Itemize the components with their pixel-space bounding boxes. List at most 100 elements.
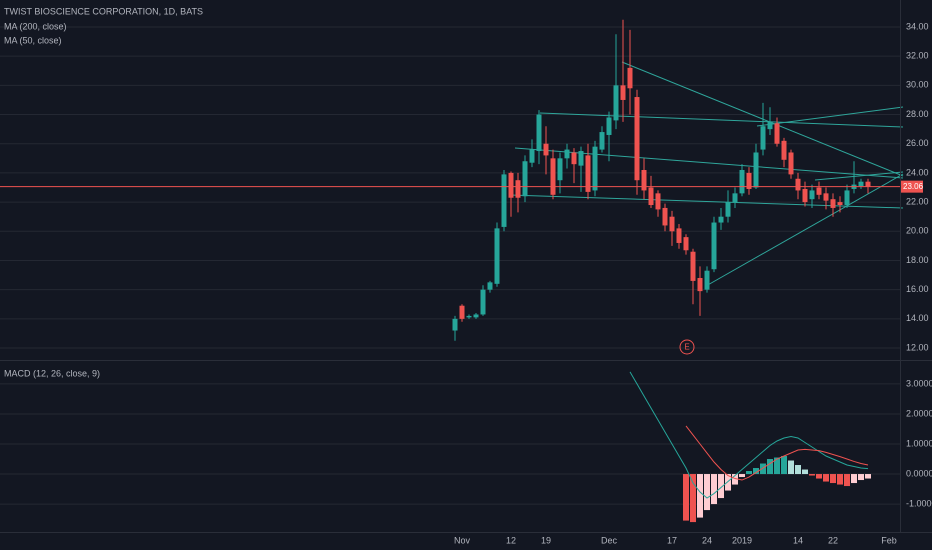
histogram-bar — [858, 474, 864, 481]
histogram-bar — [844, 474, 850, 487]
candle-body — [466, 315, 472, 318]
macd-title: MACD (12, 26, close, 9) — [4, 368, 100, 378]
candle-body — [501, 174, 507, 227]
histogram-bar — [865, 474, 871, 479]
candle-body — [767, 121, 773, 130]
candle-body — [781, 140, 787, 160]
candle-body — [620, 85, 626, 100]
candle-body — [697, 277, 703, 292]
candle-body — [669, 216, 675, 232]
candle-body — [515, 180, 521, 198]
candle-body — [816, 187, 822, 195]
candle-body — [459, 305, 465, 319]
candle-body — [473, 314, 479, 318]
candle-body — [718, 216, 724, 223]
candle-body — [522, 161, 528, 197]
candle-body — [641, 170, 647, 191]
candle-body — [683, 237, 689, 251]
histogram-bar — [802, 469, 808, 475]
macd-line — [685, 425, 869, 481]
candle-body — [543, 143, 549, 156]
candle-body — [704, 270, 710, 290]
histogram-bar — [753, 468, 759, 475]
histogram-bar — [781, 456, 787, 475]
earnings-marker[interactable] — [679, 339, 695, 355]
y-tick-label: 34.00 — [906, 21, 929, 31]
x-tick-label: 17 — [667, 535, 677, 545]
candle-body — [592, 146, 598, 191]
macd-line — [629, 371, 869, 499]
histogram-bar — [837, 474, 843, 485]
trend-line — [814, 171, 904, 181]
candle-body — [606, 117, 612, 135]
candle-body — [760, 126, 766, 150]
candle-body — [774, 123, 780, 144]
candle-body — [648, 187, 654, 206]
y-tick-label: 30.00 — [906, 80, 929, 90]
candle-body — [578, 151, 584, 166]
y-tick-label: 12.00 — [906, 342, 929, 352]
histogram-bar — [823, 474, 829, 482]
candle-body — [599, 132, 605, 150]
y-tick-label: 28.00 — [906, 109, 929, 119]
histogram-bar — [732, 474, 738, 485]
candle-body — [487, 282, 493, 290]
candle-body — [536, 114, 542, 152]
histogram-bar — [809, 474, 815, 476]
candle-body — [494, 228, 500, 284]
x-tick-label: 19 — [541, 535, 551, 545]
histogram-bar — [739, 474, 745, 478]
candle-body — [662, 207, 668, 226]
candle-body — [746, 172, 752, 189]
histogram-bar — [767, 459, 773, 475]
y-tick-label: 24.00 — [906, 167, 929, 177]
candle-body — [802, 188, 808, 203]
histogram-bar — [683, 474, 689, 521]
y-tick-label: 26.00 — [906, 138, 929, 148]
y-tick-label: 20.00 — [906, 226, 929, 236]
candle-body — [844, 190, 850, 206]
candle-body — [823, 193, 829, 201]
candle-body — [711, 222, 717, 270]
histogram-bar — [788, 460, 794, 475]
histogram-bar — [830, 474, 836, 484]
x-tick-label: 22 — [828, 535, 838, 545]
candle-body — [739, 170, 745, 194]
histogram-bar — [760, 463, 766, 475]
candle-body — [865, 181, 871, 187]
chart-title: TWIST BIOSCIENCE CORPORATION, 1D, BATS — [4, 6, 203, 16]
x-tick-label: Dec — [601, 535, 618, 545]
x-tick-label: 14 — [793, 535, 803, 545]
last-price-label: 23.06 — [903, 182, 924, 191]
trend-line — [756, 106, 904, 127]
candle-body — [529, 149, 535, 163]
histogram-bar — [795, 465, 801, 475]
candle-body — [690, 251, 696, 281]
trend-line — [509, 194, 904, 209]
candle-body — [753, 152, 759, 188]
histogram-bar — [746, 471, 752, 475]
x-tick-label: Feb — [881, 535, 897, 545]
histogram-bar — [697, 474, 703, 518]
histogram-bar — [725, 474, 731, 491]
candle-body — [557, 158, 563, 181]
candle-body — [795, 178, 801, 191]
histogram-bar — [774, 457, 780, 475]
y-tick-label: 18.00 — [906, 255, 929, 265]
y-tick-label: 16.00 — [906, 284, 929, 294]
histogram-bar — [816, 474, 822, 479]
candle-body — [627, 67, 633, 89]
x-tick-label: 24 — [702, 535, 712, 545]
histogram-bar — [851, 474, 857, 484]
candle-body — [837, 202, 843, 206]
candle-body — [858, 181, 864, 187]
trend-line — [539, 112, 904, 128]
candle-body — [809, 190, 815, 200]
candle-body — [613, 85, 619, 121]
histogram-bar — [718, 474, 724, 499]
candle-body — [550, 158, 556, 195]
x-tick-label: 2019 — [732, 535, 752, 545]
y-tick-label: 2.0000 — [906, 408, 932, 418]
